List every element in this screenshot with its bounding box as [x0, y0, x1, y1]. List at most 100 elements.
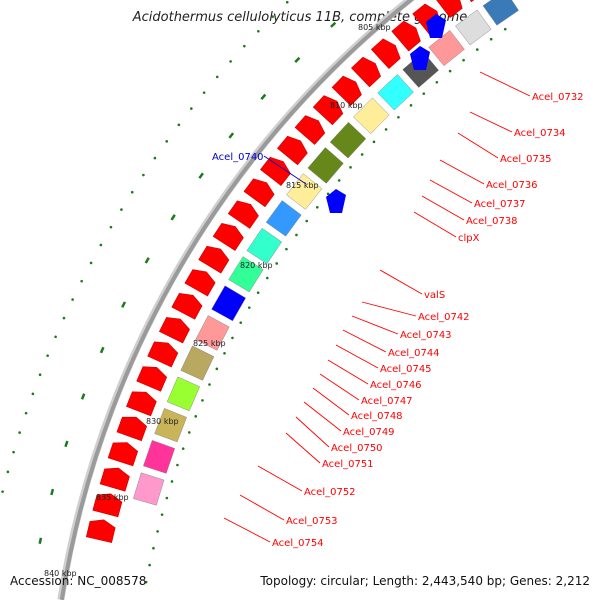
tick-mark — [50, 488, 55, 496]
cog-block — [482, 0, 519, 26]
gene-leader-line — [327, 359, 369, 385]
tick-dot-inner — [326, 192, 330, 196]
gene-leader-line — [303, 401, 342, 432]
forward-gene-arrow — [312, 95, 344, 126]
forward-gene-arrow — [469, 0, 475, 3]
gene-leader-line — [263, 155, 307, 185]
tick-dot-inner — [475, 48, 479, 51]
tick-dot-inner — [231, 336, 234, 340]
gene-label: Acel_0740 — [212, 152, 264, 163]
cog-block — [428, 30, 465, 67]
tick-dot-outer — [165, 140, 169, 143]
forward-gene-arrow — [184, 269, 216, 297]
tick-dot-outer — [12, 450, 15, 454]
tick-dot-inner — [265, 276, 269, 280]
tick-dot-outer — [202, 91, 206, 94]
tick-dot-inner — [181, 447, 185, 450]
tick-dot-outer — [71, 298, 74, 301]
tick-mark — [64, 440, 69, 448]
gene-label: Acel_0748 — [351, 411, 403, 422]
cog-block — [195, 315, 230, 351]
forward-gene-arrow — [351, 56, 381, 88]
gene-leader-line — [379, 269, 423, 295]
cog-block — [286, 173, 323, 210]
gene-label: Acel_0752 — [304, 487, 356, 498]
tick-dot-inner — [194, 415, 198, 418]
forward-gene-arrow — [436, 0, 463, 18]
forward-gene-arrow — [227, 200, 259, 229]
tick-dot-outer — [31, 392, 35, 396]
gene-label: clpX — [458, 233, 480, 244]
tick-dot-inner — [256, 291, 260, 295]
reverse-gene-arrow — [410, 46, 430, 70]
tick-mark — [330, 21, 337, 28]
gene-label: Acel_0753 — [286, 516, 338, 527]
gene-label: Acel_0743 — [400, 330, 452, 341]
tick-dot-inner — [170, 480, 174, 483]
forward-gene-arrow — [85, 519, 116, 543]
cog-block — [211, 285, 246, 322]
gene-label: Acel_0732 — [532, 92, 584, 103]
tick-dot-outer — [285, 0, 289, 4]
forward-gene-arrow — [212, 222, 244, 251]
forward-gene-arrow — [107, 442, 139, 467]
tick-mark — [260, 93, 267, 101]
cog-block — [154, 408, 187, 443]
gene-leader-line — [319, 373, 360, 401]
forward-gene-arrow — [136, 366, 168, 392]
cog-block — [246, 227, 282, 265]
tick-dot-outer — [229, 60, 232, 63]
forward-gene-arrow — [243, 178, 275, 208]
cog-block — [329, 121, 367, 159]
tick-mark — [294, 56, 301, 64]
tick-dot-outer — [18, 431, 21, 434]
tick-dot-inner — [384, 128, 388, 131]
gene-leader-line — [285, 432, 321, 464]
tick-dot-inner — [489, 37, 493, 41]
tick-dot-inner — [148, 563, 151, 567]
cog-block — [307, 147, 344, 184]
tick-dot-inner — [215, 367, 219, 371]
tick-mark — [198, 172, 204, 179]
gene-leader-line — [239, 494, 285, 521]
forward-gene-arrow — [147, 341, 179, 368]
tick-dot-outer — [257, 29, 260, 33]
tick-dot-outer — [54, 335, 57, 339]
reverse-gene-arrow — [426, 14, 446, 38]
gene-leader-line — [479, 71, 531, 97]
forward-gene-arrow — [331, 75, 362, 106]
tick-dot-inner — [201, 399, 204, 402]
tick-dot-inner — [422, 92, 426, 95]
backbone-shadow — [57, 0, 415, 600]
forward-gene-arrow — [126, 391, 157, 417]
gene-label: Acel_0744 — [388, 348, 440, 359]
tick-dot-outer — [62, 316, 66, 320]
tick-dot-inner — [187, 431, 191, 434]
gene-leader-line — [257, 465, 303, 492]
tick-dot-outer — [109, 225, 113, 229]
tick-dot-outer — [6, 470, 10, 474]
tick-dot-inner — [275, 262, 279, 265]
tick-dot-outer — [130, 190, 134, 194]
scale-label: 830 kbp — [146, 417, 179, 426]
gene-leader-line — [351, 315, 399, 335]
tick-mark — [38, 537, 43, 545]
forward-gene-arrow — [99, 467, 130, 492]
tick-dot-inner — [435, 80, 439, 84]
tick-dot-inner — [295, 233, 298, 237]
tick-dot-outer — [153, 156, 157, 160]
tick-dot-outer — [46, 354, 49, 357]
scale-label: 825 kbp — [193, 339, 226, 348]
cog-block — [180, 345, 215, 381]
tick-dot-inner — [156, 530, 159, 533]
tick-mark — [228, 132, 235, 139]
tick-dot-outer — [24, 411, 28, 415]
gene-label: Acel_0745 — [380, 364, 432, 375]
tick-dot-inner — [462, 58, 465, 62]
scale-label: 815 kbp — [286, 181, 319, 190]
scale-label: 805 kbp — [358, 23, 391, 32]
tick-dot-inner — [503, 27, 507, 31]
tick-dot-inner — [239, 321, 243, 324]
scale-label: 810 kbp — [330, 101, 363, 110]
tick-dot-inner — [315, 205, 319, 209]
